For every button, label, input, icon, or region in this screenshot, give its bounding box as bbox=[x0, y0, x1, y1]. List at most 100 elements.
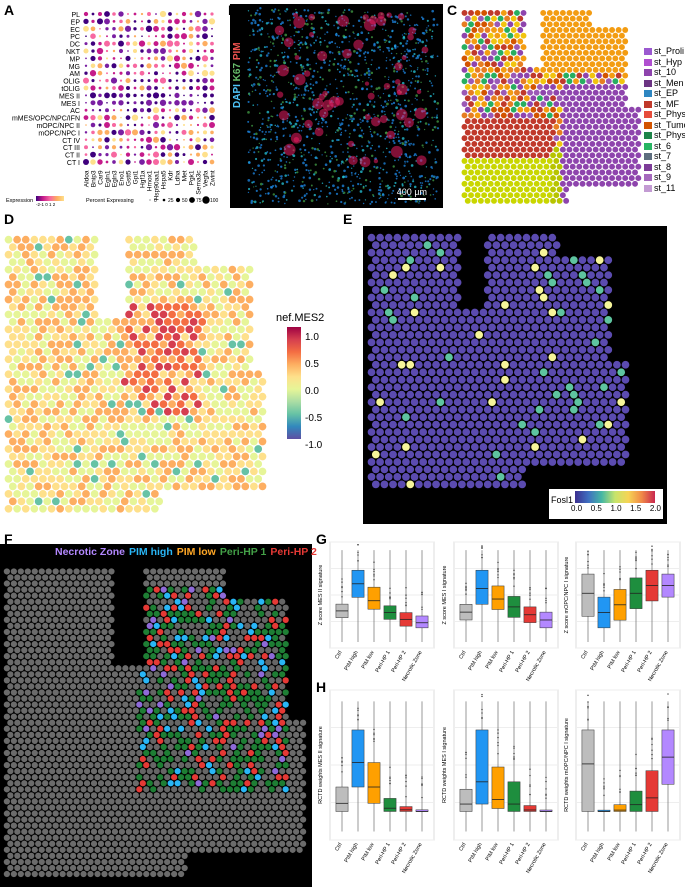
cell-dot bbox=[396, 22, 399, 24]
cluster-spot bbox=[618, 66, 625, 73]
cluster-spot bbox=[481, 135, 488, 142]
mes2-spot bbox=[142, 460, 151, 468]
fosl1-spot bbox=[531, 338, 539, 347]
fosl1-spot bbox=[535, 345, 544, 354]
mes2-spot bbox=[129, 467, 138, 476]
cluster-spot bbox=[474, 135, 481, 142]
zone-spot bbox=[80, 568, 87, 575]
cell-dot bbox=[283, 51, 286, 54]
cell-dot bbox=[308, 188, 312, 192]
fosl1-spot bbox=[539, 278, 548, 287]
mes2-spot bbox=[82, 310, 90, 319]
cluster-spot bbox=[494, 169, 501, 176]
zone-spot bbox=[45, 592, 52, 599]
dotplot-col-label: Vegfa bbox=[203, 170, 210, 187]
cluster-spot bbox=[599, 78, 606, 85]
cell-dot bbox=[313, 11, 316, 14]
mes2-spot bbox=[176, 265, 185, 274]
cell-dot bbox=[356, 155, 358, 157]
mes2-spot bbox=[146, 362, 155, 371]
mes2-spot bbox=[189, 467, 198, 476]
cluster-spot bbox=[474, 9, 481, 16]
mes2-spot bbox=[112, 437, 120, 446]
fosl1-spot bbox=[535, 435, 544, 444]
cluster-spot bbox=[599, 55, 606, 62]
cell-dot bbox=[370, 36, 374, 39]
fosl1-spot bbox=[389, 345, 397, 354]
mes2-spot bbox=[30, 460, 39, 468]
fosl1-spot bbox=[371, 435, 380, 444]
mes2-spot bbox=[95, 333, 103, 341]
fosl1-spot bbox=[397, 271, 406, 279]
cell-dot bbox=[395, 95, 398, 97]
mes2-spot bbox=[219, 445, 228, 453]
cell-dot bbox=[294, 171, 297, 174]
mes2-spot bbox=[95, 467, 103, 476]
cell-dot bbox=[385, 185, 388, 188]
cluster-spot bbox=[609, 61, 616, 68]
percent-legend-tick: 100 bbox=[210, 198, 219, 204]
mes2-spot bbox=[4, 385, 13, 394]
cluster-spot bbox=[471, 61, 478, 68]
cluster-spot bbox=[464, 186, 471, 193]
cluster-spot bbox=[543, 140, 550, 147]
cluster-spot bbox=[504, 140, 511, 147]
cluster-spot bbox=[504, 152, 511, 159]
mes2-spot bbox=[232, 347, 241, 356]
mes2-spot bbox=[95, 347, 103, 356]
fosl1-spot bbox=[595, 450, 604, 459]
mes2-spot bbox=[82, 235, 90, 244]
cluster-spot bbox=[550, 27, 556, 33]
mes2-spot bbox=[99, 355, 108, 364]
cell-dot bbox=[385, 171, 388, 174]
cluster-spot bbox=[632, 123, 638, 130]
fosl1-spot bbox=[569, 450, 578, 459]
dotplot-dot bbox=[139, 159, 145, 165]
cell-dot bbox=[329, 160, 332, 163]
cluster-spot bbox=[602, 140, 609, 147]
cluster-spot bbox=[461, 21, 468, 28]
zone-spot bbox=[35, 622, 42, 630]
cell-dot bbox=[334, 42, 337, 45]
cell-dot bbox=[261, 171, 264, 174]
cluster-spot bbox=[497, 27, 504, 33]
mes2-spot bbox=[189, 347, 198, 356]
mes2-spot bbox=[151, 475, 159, 483]
zone-spot bbox=[97, 610, 105, 617]
cell-dot bbox=[435, 108, 438, 110]
cluster-spot bbox=[602, 118, 609, 125]
fosl1-spot bbox=[582, 338, 591, 347]
cluster-spot bbox=[576, 163, 583, 170]
dotplot-dot bbox=[140, 64, 144, 68]
mes2-spot bbox=[86, 452, 95, 461]
mes2-spot bbox=[215, 318, 224, 326]
mes2-spot bbox=[181, 333, 189, 341]
cell-dot bbox=[277, 54, 279, 57]
cell-dot bbox=[374, 149, 376, 152]
cell-dot bbox=[285, 161, 288, 163]
cell-dot bbox=[326, 195, 328, 198]
fosl1-spot bbox=[427, 323, 436, 332]
pim-hotspot bbox=[401, 55, 407, 61]
fosl1-spot bbox=[595, 375, 604, 384]
mes2-spot bbox=[206, 482, 215, 491]
fosl1-spot bbox=[397, 301, 406, 309]
cell-dot bbox=[367, 11, 369, 13]
cell-dot bbox=[328, 69, 331, 72]
fosl1-spot bbox=[509, 435, 518, 444]
fosl1-spot bbox=[514, 473, 522, 481]
percent-legend-tick: 0 bbox=[154, 198, 157, 204]
cell-dot bbox=[392, 86, 395, 89]
cluster-legend-item: st_6 bbox=[644, 141, 685, 152]
cluster-spot bbox=[609, 106, 616, 113]
fosl1-spot bbox=[479, 443, 488, 451]
cell-dot bbox=[328, 41, 332, 45]
cluster-spot bbox=[540, 78, 547, 85]
cell-dot bbox=[296, 96, 298, 98]
cell-dot bbox=[349, 97, 352, 101]
mes2-spot bbox=[64, 370, 73, 379]
cluster-spot bbox=[605, 112, 612, 119]
cluster-spot bbox=[550, 175, 556, 182]
dotplot-dot bbox=[154, 145, 158, 149]
cell-dot bbox=[368, 76, 370, 79]
